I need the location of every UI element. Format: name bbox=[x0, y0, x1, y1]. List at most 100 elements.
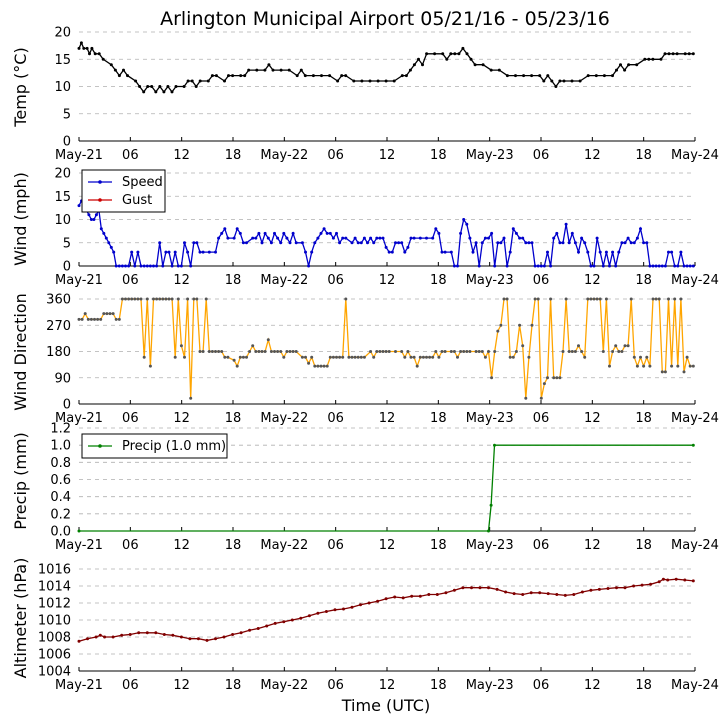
data-point bbox=[483, 355, 487, 359]
data-point bbox=[102, 312, 106, 316]
data-point bbox=[77, 46, 81, 50]
x-tick-label: 06 bbox=[533, 411, 550, 426]
data-point bbox=[691, 443, 695, 447]
data-point bbox=[673, 264, 677, 268]
data-point bbox=[440, 250, 444, 254]
data-point bbox=[546, 592, 550, 596]
data-point bbox=[176, 297, 180, 301]
data-point bbox=[623, 241, 627, 245]
data-point bbox=[104, 236, 108, 240]
data-point bbox=[336, 79, 340, 83]
data-point bbox=[530, 323, 534, 327]
data-point bbox=[189, 264, 193, 268]
data-point bbox=[586, 250, 590, 254]
data-point bbox=[487, 529, 490, 533]
y-tick-label: 10 bbox=[54, 213, 71, 228]
data-point bbox=[285, 236, 289, 240]
data-point bbox=[682, 264, 686, 268]
data-point bbox=[425, 236, 428, 240]
data-point bbox=[530, 74, 534, 78]
data-point bbox=[350, 605, 354, 609]
data-point bbox=[310, 250, 314, 254]
data-point bbox=[295, 74, 299, 78]
data-point bbox=[421, 355, 425, 359]
data-point bbox=[445, 57, 449, 61]
y-tick-label: 20 bbox=[54, 26, 71, 41]
series-markers bbox=[77, 199, 695, 268]
x-tick-label: 18 bbox=[225, 148, 242, 163]
data-point bbox=[152, 297, 155, 301]
x-tick-label: May-22 bbox=[260, 538, 308, 553]
data-point bbox=[558, 79, 562, 83]
data-point bbox=[96, 317, 100, 321]
data-point bbox=[201, 250, 205, 254]
data-point bbox=[499, 323, 503, 327]
data-point bbox=[620, 350, 624, 353]
data-point bbox=[287, 68, 291, 72]
data-point bbox=[452, 350, 456, 353]
data-point bbox=[483, 236, 487, 240]
data-point bbox=[465, 350, 469, 353]
data-point bbox=[654, 297, 658, 301]
data-point bbox=[412, 355, 416, 359]
data-point bbox=[107, 241, 111, 245]
x-tick-label: 12 bbox=[584, 411, 601, 426]
data-point bbox=[335, 355, 338, 359]
data-point bbox=[89, 218, 93, 221]
data-point bbox=[679, 250, 683, 254]
data-point bbox=[620, 241, 624, 245]
data-point bbox=[461, 586, 465, 590]
data-point bbox=[604, 250, 608, 254]
data-point bbox=[347, 355, 351, 359]
data-point bbox=[552, 236, 556, 240]
data-point bbox=[441, 52, 445, 56]
data-point bbox=[527, 241, 531, 245]
x-tick-label: May-23 bbox=[466, 411, 514, 426]
data-point bbox=[241, 241, 245, 245]
y-tick-label: 0.8 bbox=[50, 456, 71, 471]
data-point bbox=[663, 264, 667, 268]
data-point bbox=[251, 236, 255, 240]
wind-ylabel: Wind (mph) bbox=[11, 172, 30, 266]
data-point bbox=[487, 236, 490, 240]
data-point bbox=[688, 264, 692, 268]
x-tick-label: 12 bbox=[379, 148, 396, 163]
x-tick-label: 06 bbox=[327, 538, 344, 553]
data-point bbox=[462, 218, 466, 221]
data-point bbox=[563, 593, 567, 597]
data-point bbox=[290, 618, 294, 622]
data-point bbox=[586, 297, 590, 301]
data-point bbox=[176, 264, 180, 268]
data-point bbox=[645, 355, 649, 359]
data-point bbox=[434, 350, 438, 353]
data-point bbox=[539, 264, 543, 268]
data-point bbox=[223, 227, 227, 231]
data-point bbox=[87, 213, 91, 217]
data-point bbox=[170, 90, 174, 94]
data-point bbox=[247, 68, 251, 72]
data-point bbox=[282, 620, 286, 624]
data-point bbox=[589, 264, 593, 268]
data-point bbox=[465, 52, 469, 56]
data-point bbox=[291, 350, 295, 353]
data-point bbox=[611, 250, 615, 254]
data-point bbox=[353, 355, 357, 359]
data-point bbox=[344, 297, 348, 301]
data-point bbox=[303, 74, 307, 78]
x-tick-label: 18 bbox=[430, 538, 447, 553]
data-point bbox=[505, 74, 509, 78]
data-point bbox=[670, 364, 674, 368]
data-point bbox=[340, 74, 344, 78]
data-point bbox=[529, 591, 533, 595]
data-point bbox=[577, 344, 580, 348]
x-tick-label: 12 bbox=[584, 273, 601, 288]
data-point bbox=[394, 350, 397, 353]
data-point bbox=[629, 297, 633, 301]
data-point bbox=[651, 57, 655, 61]
data-point bbox=[99, 227, 103, 231]
data-point bbox=[626, 344, 630, 348]
data-point bbox=[676, 264, 680, 268]
data-point bbox=[372, 241, 376, 245]
data-point bbox=[152, 264, 155, 268]
data-point bbox=[322, 364, 326, 368]
